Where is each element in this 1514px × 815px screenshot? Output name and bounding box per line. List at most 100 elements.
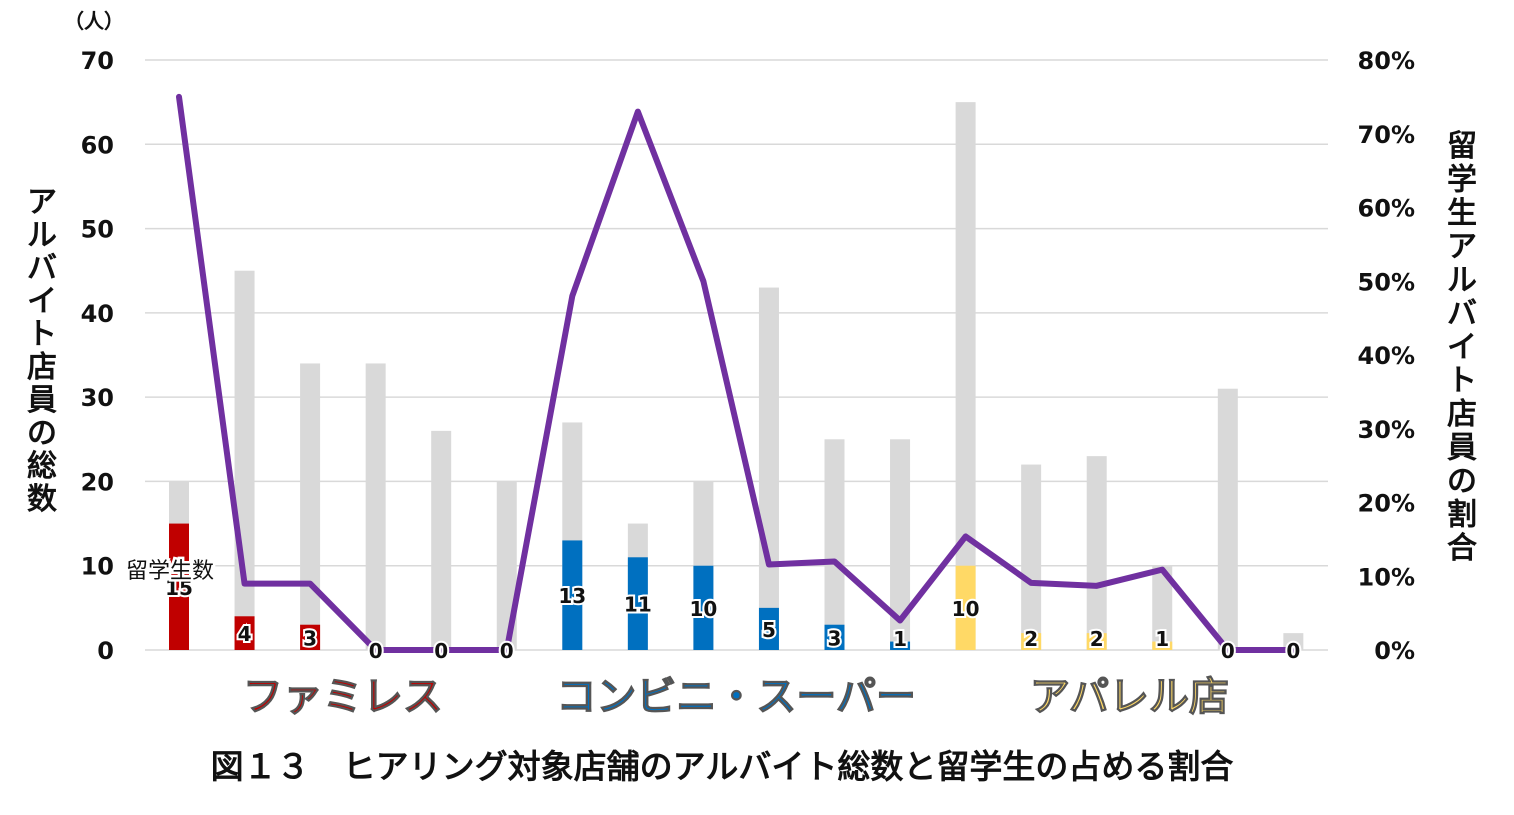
left-tick-label: 10 xyxy=(81,553,114,581)
gridlines xyxy=(145,59,1328,651)
right-axis-label-char: 員 xyxy=(1447,431,1477,466)
total-bar xyxy=(431,430,452,650)
international-bar xyxy=(955,565,976,650)
total-bar xyxy=(1021,464,1042,650)
right-axis-label-char: の xyxy=(1447,464,1477,499)
international-count-label: 15 xyxy=(165,576,193,600)
international-count-label: 2 xyxy=(1024,627,1038,651)
group-label: アパレル店 xyxy=(1030,674,1229,720)
right-tick-label: 20% xyxy=(1358,490,1415,518)
right-tick-label: 40% xyxy=(1358,342,1415,370)
total-bar xyxy=(1086,456,1107,650)
international-bar xyxy=(758,607,779,650)
left-axis-label-char: イ xyxy=(27,284,57,319)
right-axis-label-char: ト xyxy=(1447,364,1477,399)
international-bar xyxy=(1086,633,1107,650)
right-tick-label: 60% xyxy=(1358,195,1415,223)
left-tick-label: 50 xyxy=(81,216,114,244)
left-axis-label-char: 員 xyxy=(27,383,57,418)
right-axis-label-char: ア xyxy=(1447,230,1477,265)
right-axis-ticks: 0% 10% 20% 30% 40% 50% 60% 70% 80% xyxy=(1358,47,1415,665)
international-bar xyxy=(169,523,189,650)
international-bar xyxy=(824,624,845,650)
international-bar xyxy=(627,557,648,650)
international-bars xyxy=(169,523,1173,650)
international-bar xyxy=(1152,641,1173,650)
left-tick-label: 60 xyxy=(81,131,114,159)
total-bar xyxy=(300,363,321,650)
ratio-line xyxy=(176,93,1297,653)
total-bar xyxy=(758,287,779,650)
ratio-line-layer xyxy=(176,93,1297,653)
left-tick-label: 70 xyxy=(81,47,114,75)
international-count-label: 2 xyxy=(1090,627,1104,651)
right-axis-label-char: バ xyxy=(1447,297,1477,332)
international-count-label: 0 xyxy=(1286,639,1300,663)
left-axis-label-char: ア xyxy=(27,185,57,220)
right-axis-label-char: 合 xyxy=(1447,531,1477,566)
international-bar xyxy=(1021,633,1042,650)
international-bar xyxy=(300,624,321,650)
left-axis-label-char: ル xyxy=(27,218,57,253)
right-axis-label-char: 割 xyxy=(1447,498,1477,533)
left-axis-label-char: 数 xyxy=(27,482,58,517)
right-axis-label-char: 生 xyxy=(1447,196,1477,231)
international-count-label: 1 xyxy=(1155,627,1169,651)
international-count-label: 13 xyxy=(558,584,586,608)
total-bar xyxy=(1283,633,1304,650)
international-count-label: 0 xyxy=(434,639,448,663)
international-count-label: 1 xyxy=(893,627,907,651)
left-axis-unit: （人） xyxy=(64,9,124,33)
total-bar xyxy=(365,363,386,650)
group-label: コンビニ・スーパー xyxy=(556,674,916,720)
international-count-label: 3 xyxy=(828,626,842,650)
left-axis-label-char: の xyxy=(27,416,57,451)
international-count-label: 5 xyxy=(762,618,776,642)
left-tick-label: 40 xyxy=(81,300,114,328)
total-bar xyxy=(824,439,845,650)
annotation-label: 留学生数 xyxy=(126,559,214,584)
international-bar xyxy=(234,616,255,650)
left-axis-label-char: 店 xyxy=(27,350,57,385)
left-axis-label-char: 総 xyxy=(27,449,57,484)
left-tick-label: 20 xyxy=(81,468,114,496)
total-bar xyxy=(1217,388,1238,650)
total-bar xyxy=(955,102,976,650)
international-count-label: 11 xyxy=(624,593,652,617)
group-label: ファミレス xyxy=(243,674,443,720)
total-bar xyxy=(890,439,911,650)
right-tick-label: 0% xyxy=(1374,637,1415,665)
total-bar xyxy=(1152,565,1173,650)
left-axis-ticks: 0 10 20 30 40 50 60 70 xyxy=(81,47,114,665)
right-axis-label-char: 学 xyxy=(1447,163,1477,198)
right-axis-label-char: イ xyxy=(1447,330,1477,365)
group-labels: ファミレス コンビニ・スーパー アパレル店 xyxy=(242,674,1229,721)
total-bar xyxy=(234,270,255,650)
international-count-label: 0 xyxy=(369,639,383,663)
chart-title: 図１３ ヒアリング対象店舗のアルバイト総数と留学生の占める割合 xyxy=(211,747,1234,786)
international-count-label: 0 xyxy=(1221,639,1235,663)
international-count-label: 10 xyxy=(952,597,980,621)
left-tick-label: 0 xyxy=(97,637,114,665)
left-axis-label-char: バ xyxy=(27,251,57,286)
total-bars xyxy=(169,102,1304,650)
right-tick-label: 10% xyxy=(1358,563,1415,591)
right-tick-label: 70% xyxy=(1358,121,1415,149)
international-bar xyxy=(693,565,714,650)
international-count-label: 4 xyxy=(238,622,252,646)
right-tick-label: 50% xyxy=(1358,268,1415,296)
international-bar xyxy=(562,540,583,650)
international-count-label: 3 xyxy=(303,626,317,650)
right-tick-label: 80% xyxy=(1358,47,1415,75)
right-tick-label: 30% xyxy=(1358,416,1415,444)
left-axis-label: アルバイト店員の総数 xyxy=(27,185,58,517)
international-count-label: 0 xyxy=(500,639,514,663)
right-axis-label-char: 店 xyxy=(1447,397,1477,432)
international-bar xyxy=(890,641,911,650)
left-tick-label: 30 xyxy=(81,384,114,412)
right-axis-label-char: 留 xyxy=(1447,129,1477,164)
left-axis-label-char: ト xyxy=(27,317,57,352)
right-axis-label: 留学生アルバイト店員の割合 xyxy=(1447,129,1477,566)
